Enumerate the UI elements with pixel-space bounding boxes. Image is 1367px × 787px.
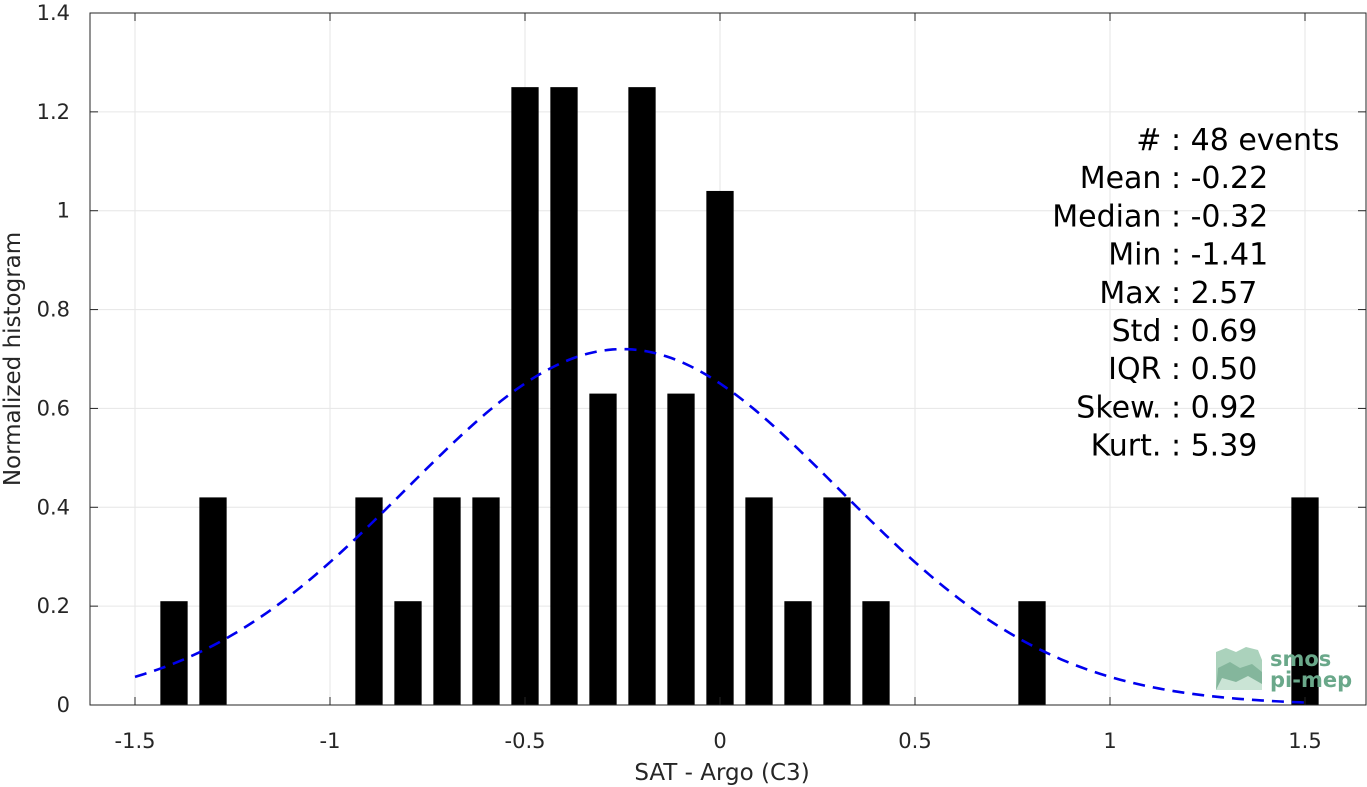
histogram-bar: [862, 601, 890, 705]
stat-name: Max : 2.57: [1099, 276, 1257, 311]
x-tick-label: 0: [713, 729, 726, 753]
y-axis-ticks: 0 0.2 0.4 0.6 0.8 1 1.2 1.4: [37, 1, 1366, 717]
histogram-bar: [628, 87, 656, 705]
x-tick-label: 1: [1103, 729, 1116, 753]
logo-mountain-icon: [1216, 647, 1262, 690]
stat-name: Median : -0.32: [1052, 199, 1268, 234]
x-tick-label: 1.5: [1288, 729, 1321, 753]
stat-name: Kurt. : 5.39: [1091, 429, 1258, 464]
logo-text-line2: pi-mep: [1270, 668, 1352, 692]
y-tick-label: 0.6: [37, 396, 70, 420]
histogram-bar: [394, 601, 422, 705]
stat-name: # : 48 events: [1136, 123, 1339, 158]
stat-line: Skew. : 0.92: [1076, 390, 1257, 425]
y-tick-label: 1.4: [37, 1, 70, 25]
histogram-bar: [784, 601, 812, 705]
smos-pimep-logo: smos pi-mep: [1216, 647, 1352, 692]
stat-line: Mean : -0.22: [1080, 161, 1269, 196]
stat-line: Max : 2.57: [1099, 276, 1257, 311]
stat-name: IQR : 0.50: [1108, 352, 1257, 387]
x-tick-label: -1: [320, 729, 341, 753]
stat-line: # : 48 events: [1136, 123, 1339, 158]
histogram-bar: [667, 393, 695, 705]
x-tick-label: -1.5: [115, 729, 156, 753]
histogram-bar: [1018, 601, 1046, 705]
histogram-bar: [550, 87, 578, 705]
y-tick-label: 1: [57, 199, 70, 223]
stat-name: Std : 0.69: [1112, 314, 1258, 349]
x-axis-ticks: -1.5 -1 -0.5 0 0.5 1 1.5: [115, 13, 1322, 753]
histogram-bars: [160, 87, 1319, 705]
stat-name: Skew. : 0.92: [1076, 390, 1257, 425]
x-tick-label: 0.5: [898, 729, 931, 753]
y-tick-label: 1.2: [37, 100, 70, 124]
histogram-bar: [823, 497, 851, 705]
logo-text-line1: smos: [1270, 647, 1331, 671]
y-tick-label: 0.8: [37, 298, 70, 322]
stat-line: Kurt. : 5.39: [1091, 429, 1258, 464]
histogram-bar: [1291, 497, 1319, 705]
plot-frame: [89, 12, 1367, 706]
stat-line: IQR : 0.50: [1108, 352, 1257, 387]
x-tick-label: -0.5: [505, 729, 546, 753]
stat-line: Std : 0.69: [1112, 314, 1258, 349]
stat-name: Min : -1.41: [1108, 238, 1268, 273]
histogram-bar: [355, 497, 383, 705]
histogram-bar: [706, 190, 734, 705]
histogram-bar: [745, 497, 773, 705]
y-tick-label: 0: [57, 693, 70, 717]
histogram-bar: [472, 497, 500, 705]
x-axis-label: SAT - Argo (C3): [634, 760, 809, 786]
histogram-bar: [433, 497, 461, 705]
histogram-bar: [511, 87, 539, 705]
normal-fit-curve: [134, 347, 1306, 704]
y-tick-label: 0.2: [37, 594, 70, 618]
stat-name: Mean : -0.22: [1080, 161, 1269, 196]
y-tick-label: 0.4: [37, 495, 70, 519]
stat-line: Min : -1.41: [1108, 238, 1268, 273]
stat-line: Median : -0.32: [1052, 199, 1268, 234]
histogram-bar: [199, 497, 227, 705]
histogram-bar: [589, 393, 617, 705]
histogram-bar: [160, 601, 188, 705]
y-axis-label: Normalized histogram: [0, 232, 26, 486]
